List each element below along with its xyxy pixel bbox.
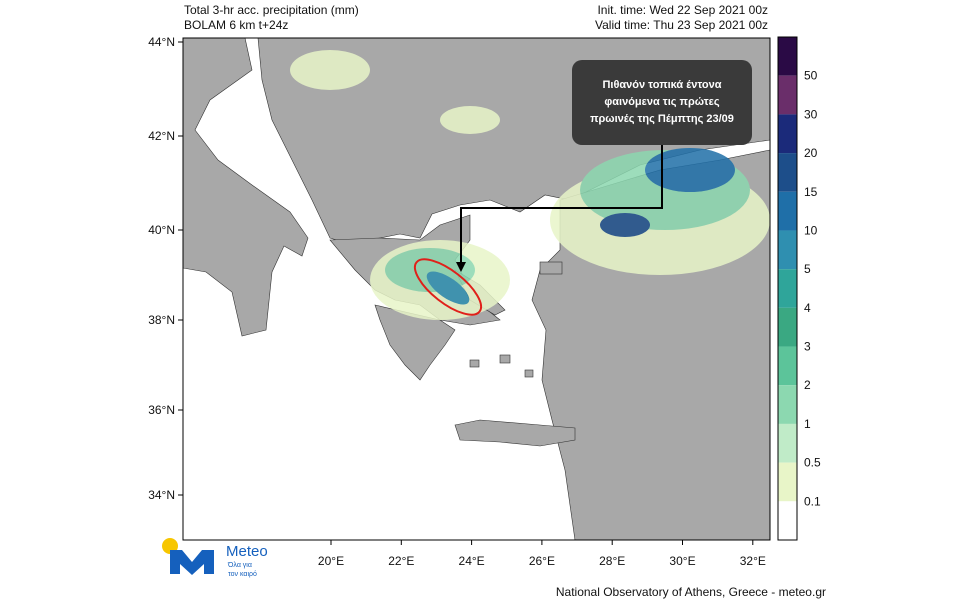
colorbar-label: 20 — [804, 146, 818, 160]
arrow-head — [456, 262, 466, 272]
precip-area — [645, 148, 735, 192]
precip-area — [426, 271, 470, 305]
colorbar-label: 2 — [804, 378, 811, 392]
island — [524, 369, 534, 378]
lon-label: 22°E — [388, 554, 414, 568]
island — [499, 354, 511, 364]
island — [469, 359, 480, 368]
colorbar-label: 0.1 — [804, 494, 821, 508]
lon-label: 28°E — [599, 554, 625, 568]
lat-label: 44°N — [148, 35, 175, 49]
init-time: Init. time: Wed 22 Sep 2021 00z — [597, 3, 768, 17]
lon-label: 20°E — [318, 554, 344, 568]
map-area — [182, 37, 771, 541]
lat-label: 38°N — [148, 313, 175, 327]
logo-name: Meteo — [226, 543, 268, 560]
precip-area — [290, 50, 370, 90]
lon-label: 24°E — [459, 554, 485, 568]
colorbar-swatch — [778, 462, 797, 502]
colorbar-frame — [777, 36, 798, 541]
precipitation — [290, 50, 770, 320]
colorbar-swatch — [778, 346, 797, 386]
model: BOLAM 6 km t+24z — [184, 18, 288, 32]
colorbar-label: 0.5 — [804, 456, 821, 470]
colorbar-label: 1 — [804, 417, 811, 431]
map-frame — [182, 37, 771, 541]
colorbar-label: 5 — [804, 262, 811, 276]
precip-area — [440, 106, 500, 134]
lon-label: 32°E — [740, 554, 766, 568]
annotation-text: Πιθανόν τοπικά έντονα — [602, 79, 721, 91]
colorbar-swatch — [778, 385, 797, 424]
colorbar-swatch — [778, 114, 797, 154]
lon-label: 30°E — [669, 554, 695, 568]
logo-tagline: τον καιρό — [228, 570, 257, 578]
colorbar-swatch — [778, 75, 797, 115]
lesbos — [539, 261, 563, 275]
colorbar-label: 3 — [804, 340, 811, 354]
annotation-arrow — [460, 145, 663, 264]
colorbar-swatch — [778, 269, 797, 308]
colorbar-swatch — [778, 37, 797, 76]
valid-time: Valid time: Thu 23 Sep 2021 00z — [595, 18, 768, 32]
title: Total 3-hr acc. precipitation (mm) — [184, 3, 359, 17]
logo-tagline: Όλα για — [227, 562, 252, 569]
lat-label: 40°N — [148, 223, 175, 237]
footer: National Observatory of Athens, Greece -… — [556, 585, 826, 599]
colorbar-swatch — [778, 230, 797, 270]
precip-area — [600, 213, 650, 237]
highlight-ellipse — [413, 258, 483, 316]
italy — [183, 38, 309, 337]
colorbar-label: 15 — [804, 185, 818, 199]
lat-label: 34°N — [148, 488, 175, 502]
colorbar-swatch — [778, 501, 797, 540]
logo: Meteo Όλα για τον καιρό — [162, 538, 268, 578]
annotation-text: φαινόμενα τις πρώτες — [604, 96, 719, 108]
colorbar-label: 50 — [804, 69, 818, 83]
peloponnese — [374, 304, 456, 381]
lat-label: 36°N — [148, 403, 175, 417]
lat-label: 42°N — [148, 129, 175, 143]
colorbar-swatch — [778, 307, 797, 347]
lon-label: 26°E — [529, 554, 555, 568]
logo-mark — [170, 550, 214, 575]
colorbar-label: 10 — [804, 223, 818, 237]
colorbar-label: 30 — [804, 107, 818, 121]
annotation-text: πρωινές της Πέμπτης 23/09 — [590, 113, 734, 125]
colorbar-swatch — [778, 423, 797, 463]
colorbar-label: 4 — [804, 301, 811, 315]
annotation-box — [572, 60, 752, 145]
colorbar-swatch — [778, 191, 797, 231]
crete — [454, 419, 576, 447]
colorbar-swatch — [778, 153, 797, 192]
